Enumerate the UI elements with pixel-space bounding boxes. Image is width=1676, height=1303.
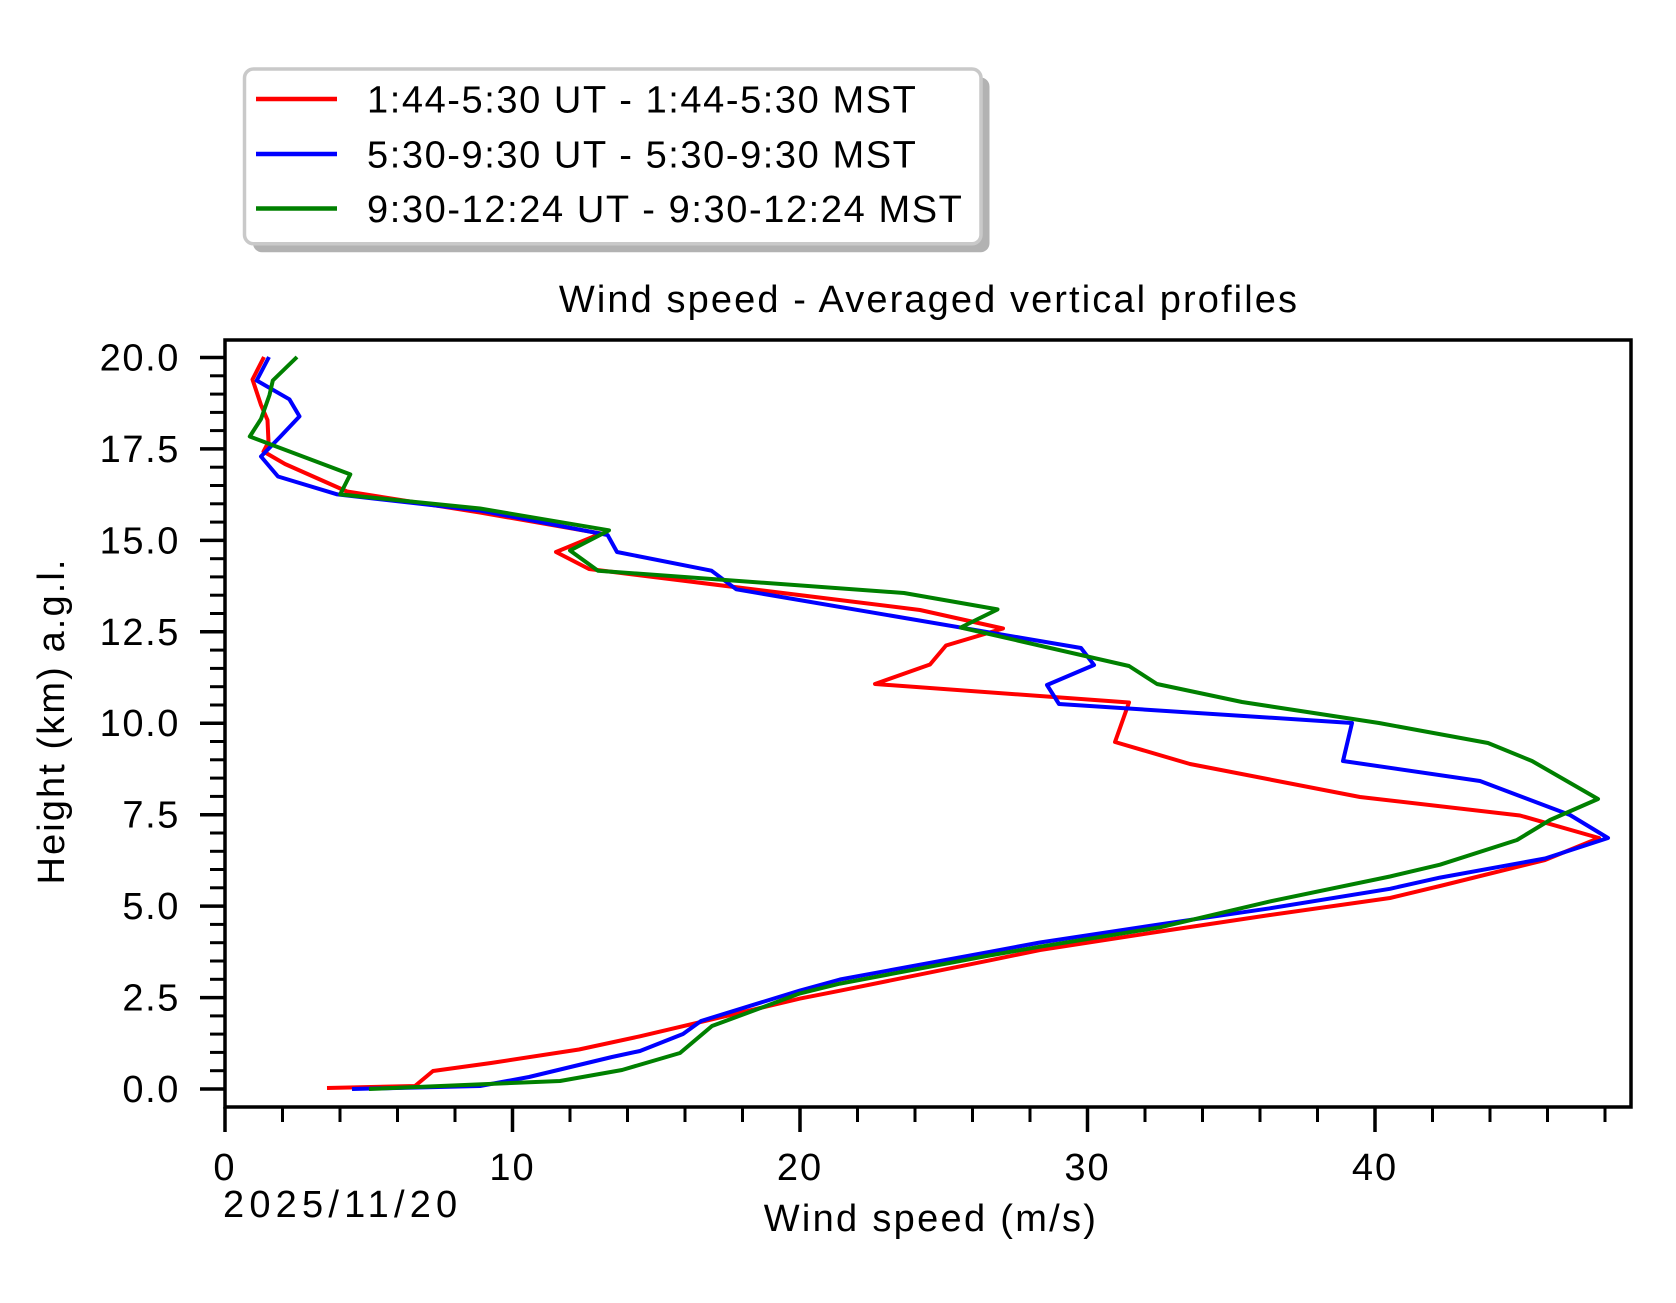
svg-text:0: 0 bbox=[213, 1147, 236, 1189]
svg-text:0.0: 0.0 bbox=[122, 1069, 180, 1111]
svg-text:20: 20 bbox=[777, 1147, 823, 1189]
svg-text:12.5: 12.5 bbox=[100, 612, 180, 654]
svg-text:7.5: 7.5 bbox=[122, 795, 180, 837]
svg-text:2.5: 2.5 bbox=[122, 978, 180, 1020]
svg-text:Height (km) a.g.l.: Height (km) a.g.l. bbox=[31, 557, 73, 884]
svg-text:2025/11/20: 2025/11/20 bbox=[223, 1184, 462, 1226]
svg-text:30: 30 bbox=[1064, 1147, 1110, 1189]
svg-text:40: 40 bbox=[1352, 1147, 1398, 1189]
svg-text:5.0: 5.0 bbox=[122, 886, 180, 928]
svg-text:Wind speed (m/s): Wind speed (m/s) bbox=[764, 1198, 1099, 1240]
svg-text:9:30-12:24 UT - 9:30-12:24 MST: 9:30-12:24 UT - 9:30-12:24 MST bbox=[367, 189, 963, 231]
svg-text:15.0: 15.0 bbox=[100, 520, 180, 562]
svg-text:Wind speed - Averaged vertical: Wind speed - Averaged vertical profiles bbox=[559, 279, 1299, 321]
svg-text:20.0: 20.0 bbox=[100, 338, 180, 380]
svg-text:17.5: 17.5 bbox=[100, 429, 180, 471]
svg-text:10.0: 10.0 bbox=[100, 703, 180, 745]
svg-text:5:30-9:30 UT - 5:30-9:30 MST: 5:30-9:30 UT - 5:30-9:30 MST bbox=[367, 135, 917, 177]
svg-text:10: 10 bbox=[489, 1147, 535, 1189]
svg-text:1:44-5:30 UT - 1:44-5:30 MST: 1:44-5:30 UT - 1:44-5:30 MST bbox=[367, 80, 917, 122]
